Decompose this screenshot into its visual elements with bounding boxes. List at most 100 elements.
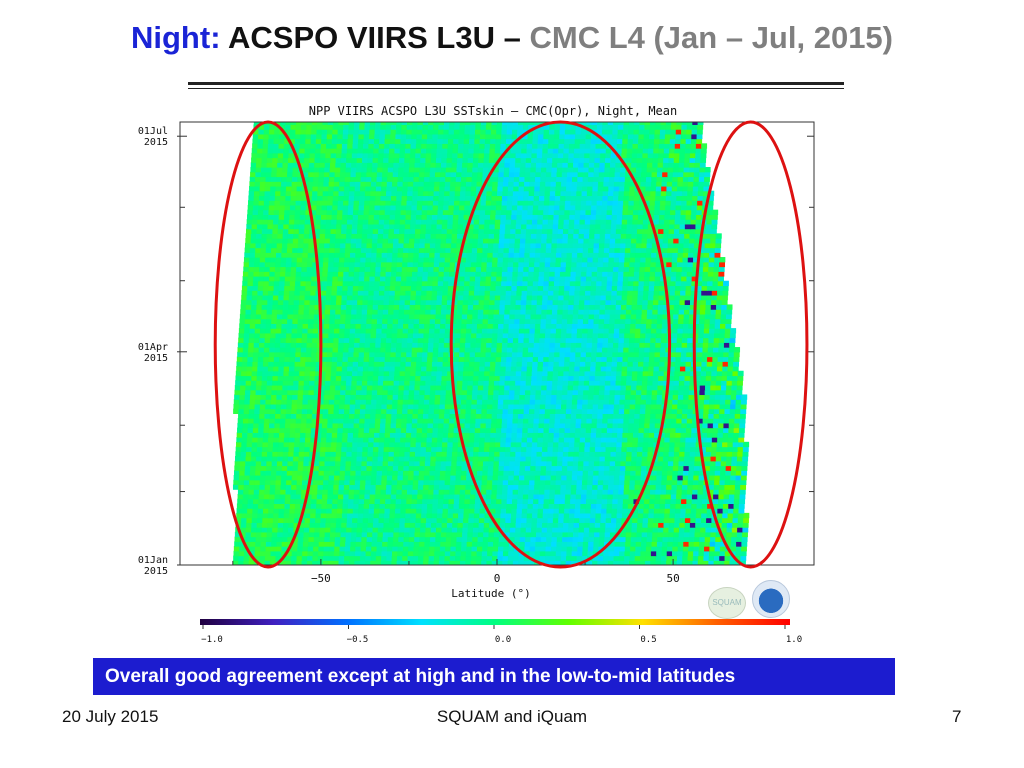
heatmap-cell bbox=[280, 484, 287, 490]
heatmap-cell bbox=[407, 328, 414, 334]
heatmap-cell bbox=[465, 408, 472, 414]
heatmap-cell bbox=[385, 342, 392, 348]
heatmap-cell bbox=[494, 451, 501, 457]
heatmap-cell bbox=[719, 555, 726, 561]
heatmap-cell bbox=[378, 517, 385, 523]
heatmap-cell bbox=[449, 560, 456, 565]
heatmap-cell bbox=[534, 484, 540, 490]
heatmap-cell bbox=[544, 337, 551, 343]
heatmap-cell bbox=[322, 418, 329, 424]
heatmap-cell bbox=[730, 328, 737, 334]
heatmap-cell bbox=[560, 408, 567, 414]
heatmap-cell bbox=[439, 399, 446, 405]
heatmap-cell bbox=[497, 479, 504, 486]
heatmap-cell bbox=[506, 422, 513, 429]
heatmap-cell bbox=[372, 451, 379, 457]
heatmap-cell bbox=[408, 399, 415, 405]
heatmap-cell bbox=[634, 332, 641, 339]
heatmap-cell bbox=[450, 465, 457, 471]
heatmap-cell bbox=[342, 437, 348, 443]
heatmap-cell bbox=[456, 318, 463, 324]
heatmap-cell bbox=[698, 399, 705, 405]
heatmap-cell bbox=[343, 342, 350, 348]
heatmap-cell bbox=[635, 399, 642, 405]
heatmap-cell bbox=[263, 498, 270, 505]
heatmap-cell bbox=[719, 474, 726, 481]
heatmap-cell bbox=[442, 512, 449, 519]
heatmap-cell bbox=[363, 356, 370, 362]
heatmap-cell bbox=[547, 446, 554, 452]
heatmap-cell bbox=[631, 380, 638, 386]
heatmap-cell bbox=[433, 560, 440, 565]
heatmap-cell bbox=[411, 493, 418, 500]
heatmap-cell bbox=[339, 546, 346, 552]
heatmap-cell bbox=[621, 366, 628, 372]
heatmap-cell bbox=[269, 413, 276, 419]
heatmap-cell bbox=[353, 498, 360, 505]
heatmap-cell bbox=[234, 465, 241, 471]
heatmap-cell bbox=[622, 437, 628, 443]
heatmap-cell bbox=[507, 342, 514, 348]
heatmap-cell bbox=[545, 323, 552, 329]
heatmap-cell bbox=[379, 498, 386, 505]
heatmap-cell bbox=[527, 351, 534, 358]
heatmap-cell bbox=[526, 517, 533, 523]
heatmap-cell bbox=[626, 441, 633, 448]
heatmap-cell bbox=[326, 427, 333, 433]
heatmap-cell bbox=[429, 323, 436, 329]
heatmap-cell bbox=[297, 470, 304, 476]
heatmap-cell bbox=[323, 328, 330, 334]
heatmap-cell bbox=[446, 375, 453, 381]
heatmap-cell bbox=[613, 413, 620, 419]
heatmap-cell bbox=[327, 498, 333, 505]
heatmap-cell bbox=[463, 432, 470, 438]
heatmap-cell bbox=[713, 560, 720, 565]
heatmap-cell bbox=[381, 328, 388, 334]
heatmap-cell bbox=[583, 531, 590, 538]
heatmap-cell bbox=[633, 427, 640, 433]
heatmap-cell bbox=[476, 555, 483, 561]
heatmap-cell bbox=[558, 432, 565, 438]
heatmap-cell bbox=[684, 517, 691, 523]
heatmap-cell bbox=[634, 484, 641, 490]
heatmap-cell bbox=[712, 508, 718, 514]
heatmap-cell bbox=[525, 456, 532, 462]
heatmap-cell bbox=[487, 550, 493, 557]
heatmap-cell bbox=[462, 446, 469, 452]
heatmap-cell bbox=[515, 517, 522, 523]
heatmap-cell bbox=[598, 399, 605, 405]
heatmap-cell bbox=[380, 337, 387, 343]
heatmap-cell bbox=[551, 318, 558, 324]
heatmap-cell bbox=[686, 342, 693, 348]
heatmap-cell bbox=[239, 399, 245, 405]
heatmap-cell bbox=[720, 541, 727, 547]
heatmap-cell bbox=[490, 356, 497, 362]
heatmap-cell bbox=[498, 470, 505, 476]
heatmap-cell bbox=[257, 432, 264, 438]
heatmap-cell bbox=[701, 361, 708, 367]
heatmap-cell bbox=[362, 517, 369, 523]
heatmap-cell bbox=[386, 332, 393, 339]
heatmap-cell bbox=[238, 550, 245, 557]
heatmap-cell bbox=[254, 550, 261, 557]
heatmap-cell bbox=[297, 389, 304, 396]
heatmap-cell bbox=[646, 465, 653, 471]
heatmap-cell bbox=[467, 451, 474, 457]
heatmap-cell bbox=[273, 512, 280, 519]
heatmap-cell bbox=[310, 366, 317, 372]
heatmap-cell bbox=[608, 403, 615, 410]
heatmap-cell bbox=[727, 446, 733, 452]
heatmap-cell bbox=[645, 479, 652, 486]
heatmap-cell bbox=[599, 531, 606, 538]
heatmap-cell bbox=[456, 531, 463, 538]
heatmap-cell bbox=[664, 361, 671, 367]
heatmap-cell bbox=[736, 460, 743, 467]
heatmap-cell bbox=[246, 370, 253, 377]
heatmap-cell bbox=[649, 422, 656, 429]
heatmap-cell bbox=[233, 408, 239, 414]
heatmap-cell bbox=[389, 361, 396, 367]
heatmap-cell bbox=[599, 527, 606, 533]
heatmap-cell bbox=[377, 536, 384, 542]
heatmap-cell bbox=[541, 380, 548, 386]
heatmap-cell bbox=[329, 384, 336, 391]
